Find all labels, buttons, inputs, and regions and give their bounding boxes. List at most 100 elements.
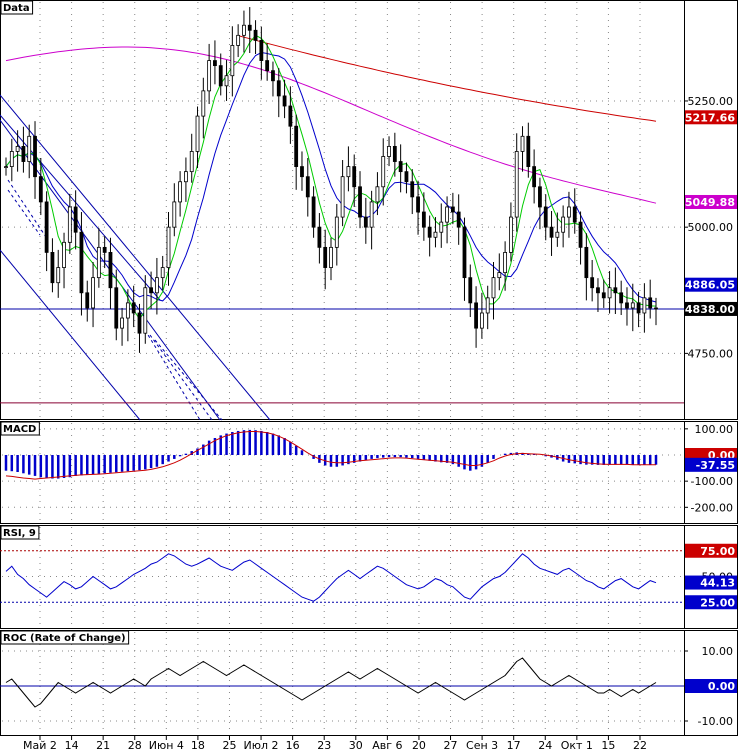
candle-body <box>532 166 537 188</box>
candle-body <box>317 226 322 248</box>
candle-body <box>421 211 426 228</box>
x-tick-label: 27 <box>444 739 458 751</box>
candle-body <box>433 231 438 238</box>
panel-label-box <box>0 0 34 15</box>
candle-body <box>154 277 159 294</box>
trend-line-dashed <box>154 339 223 421</box>
candle-body <box>625 302 629 309</box>
x-tick-label: 18 <box>191 739 205 751</box>
candle-body <box>474 302 478 329</box>
candle-body <box>125 302 130 319</box>
candle-body <box>358 186 362 218</box>
candle-body <box>149 287 153 294</box>
candle-body <box>514 151 519 218</box>
candle-body <box>73 206 78 233</box>
candle-body <box>636 302 641 314</box>
candle-body <box>334 216 339 248</box>
panel-label-box <box>0 630 130 645</box>
value-tag-label: 5049.88 <box>685 196 735 209</box>
y-tick-label: -200.00 <box>691 501 733 514</box>
candle-body <box>526 135 531 167</box>
value-tag-label: 75.00 <box>700 545 735 558</box>
value-tag <box>685 543 737 558</box>
value-tag-label: 25.00 <box>700 596 735 609</box>
candle-body <box>352 166 357 188</box>
candle-body <box>102 246 107 253</box>
candle-body <box>648 297 653 309</box>
candle-body <box>253 29 258 41</box>
candle-body <box>398 161 403 173</box>
x-tick-label: Сен 3 <box>466 739 498 751</box>
value-tag <box>685 110 737 125</box>
candle-body <box>584 246 589 279</box>
x-tick-label: Июл 2 <box>244 739 279 751</box>
candle-body <box>642 297 647 314</box>
candle-body <box>294 125 299 167</box>
value-tag-label: 44.13 <box>700 577 735 590</box>
candle-body <box>503 252 508 274</box>
candle-body <box>21 145 26 162</box>
candle-body <box>381 156 386 188</box>
candle-body <box>38 176 43 203</box>
candle-body <box>131 302 136 314</box>
panel-label-roc: ROC (Rate of Change) <box>3 633 126 644</box>
candle-body <box>555 231 560 238</box>
candle-body <box>189 151 194 173</box>
y-tick-label: -10.00 <box>698 715 733 728</box>
x-tick-label: 24 <box>538 739 552 751</box>
candle-body <box>27 135 32 162</box>
candle-body <box>404 171 409 183</box>
candle-body <box>549 226 554 238</box>
x-tick-label: Май 2 <box>23 739 57 751</box>
candle-body <box>311 196 316 228</box>
candle-body <box>387 145 391 157</box>
candle-body <box>195 115 200 152</box>
x-tick-label: 17 <box>507 739 521 751</box>
candle-body <box>276 80 281 97</box>
candle-body <box>538 186 542 208</box>
value-tag-label: 5217.66 <box>685 111 735 124</box>
candle-body <box>184 171 188 183</box>
x-tick-label: Авг 6 <box>372 739 402 751</box>
candle-body <box>416 196 420 213</box>
candle-body <box>218 65 223 87</box>
candle-body <box>288 105 293 127</box>
candle-body <box>114 287 119 329</box>
candle-body <box>654 307 658 310</box>
candle-body <box>369 201 374 228</box>
x-tick-label: 30 <box>349 739 363 751</box>
x-tick-label: 14 <box>65 739 79 751</box>
value-tag <box>685 575 737 590</box>
candle-body <box>207 60 212 92</box>
candle-body <box>613 287 618 294</box>
x-tick-label: 21 <box>96 739 110 751</box>
candle-body <box>329 246 333 268</box>
panel-frame-roc <box>0 630 738 736</box>
candle-body <box>33 135 37 178</box>
candle-body <box>96 246 101 279</box>
candle-body <box>601 292 606 299</box>
y-tick-label: 100.00 <box>695 423 734 436</box>
panel-label-box <box>0 525 40 540</box>
candle-body <box>271 70 275 82</box>
candle-body <box>392 145 397 162</box>
candle-body <box>590 277 595 289</box>
value-tag <box>685 277 737 292</box>
x-tick-label: 15 <box>601 739 615 751</box>
x-tick-label: 20 <box>412 739 426 751</box>
ma-magenta-line <box>5 46 657 204</box>
value-tag <box>685 301 737 316</box>
value-tag <box>685 679 737 693</box>
candle-body <box>120 317 124 329</box>
x-tick-label: 23 <box>317 739 331 751</box>
candle-body <box>543 206 548 228</box>
candle-body <box>427 226 432 238</box>
panel-label-macd: MACD <box>3 424 36 435</box>
candle-body <box>572 206 577 223</box>
candle-body <box>450 206 455 213</box>
candle-body <box>9 151 14 167</box>
candle-body <box>108 252 113 289</box>
value-tag <box>685 194 737 209</box>
y-tick-label: 4750.00 <box>688 347 734 360</box>
candle-body <box>619 292 624 304</box>
